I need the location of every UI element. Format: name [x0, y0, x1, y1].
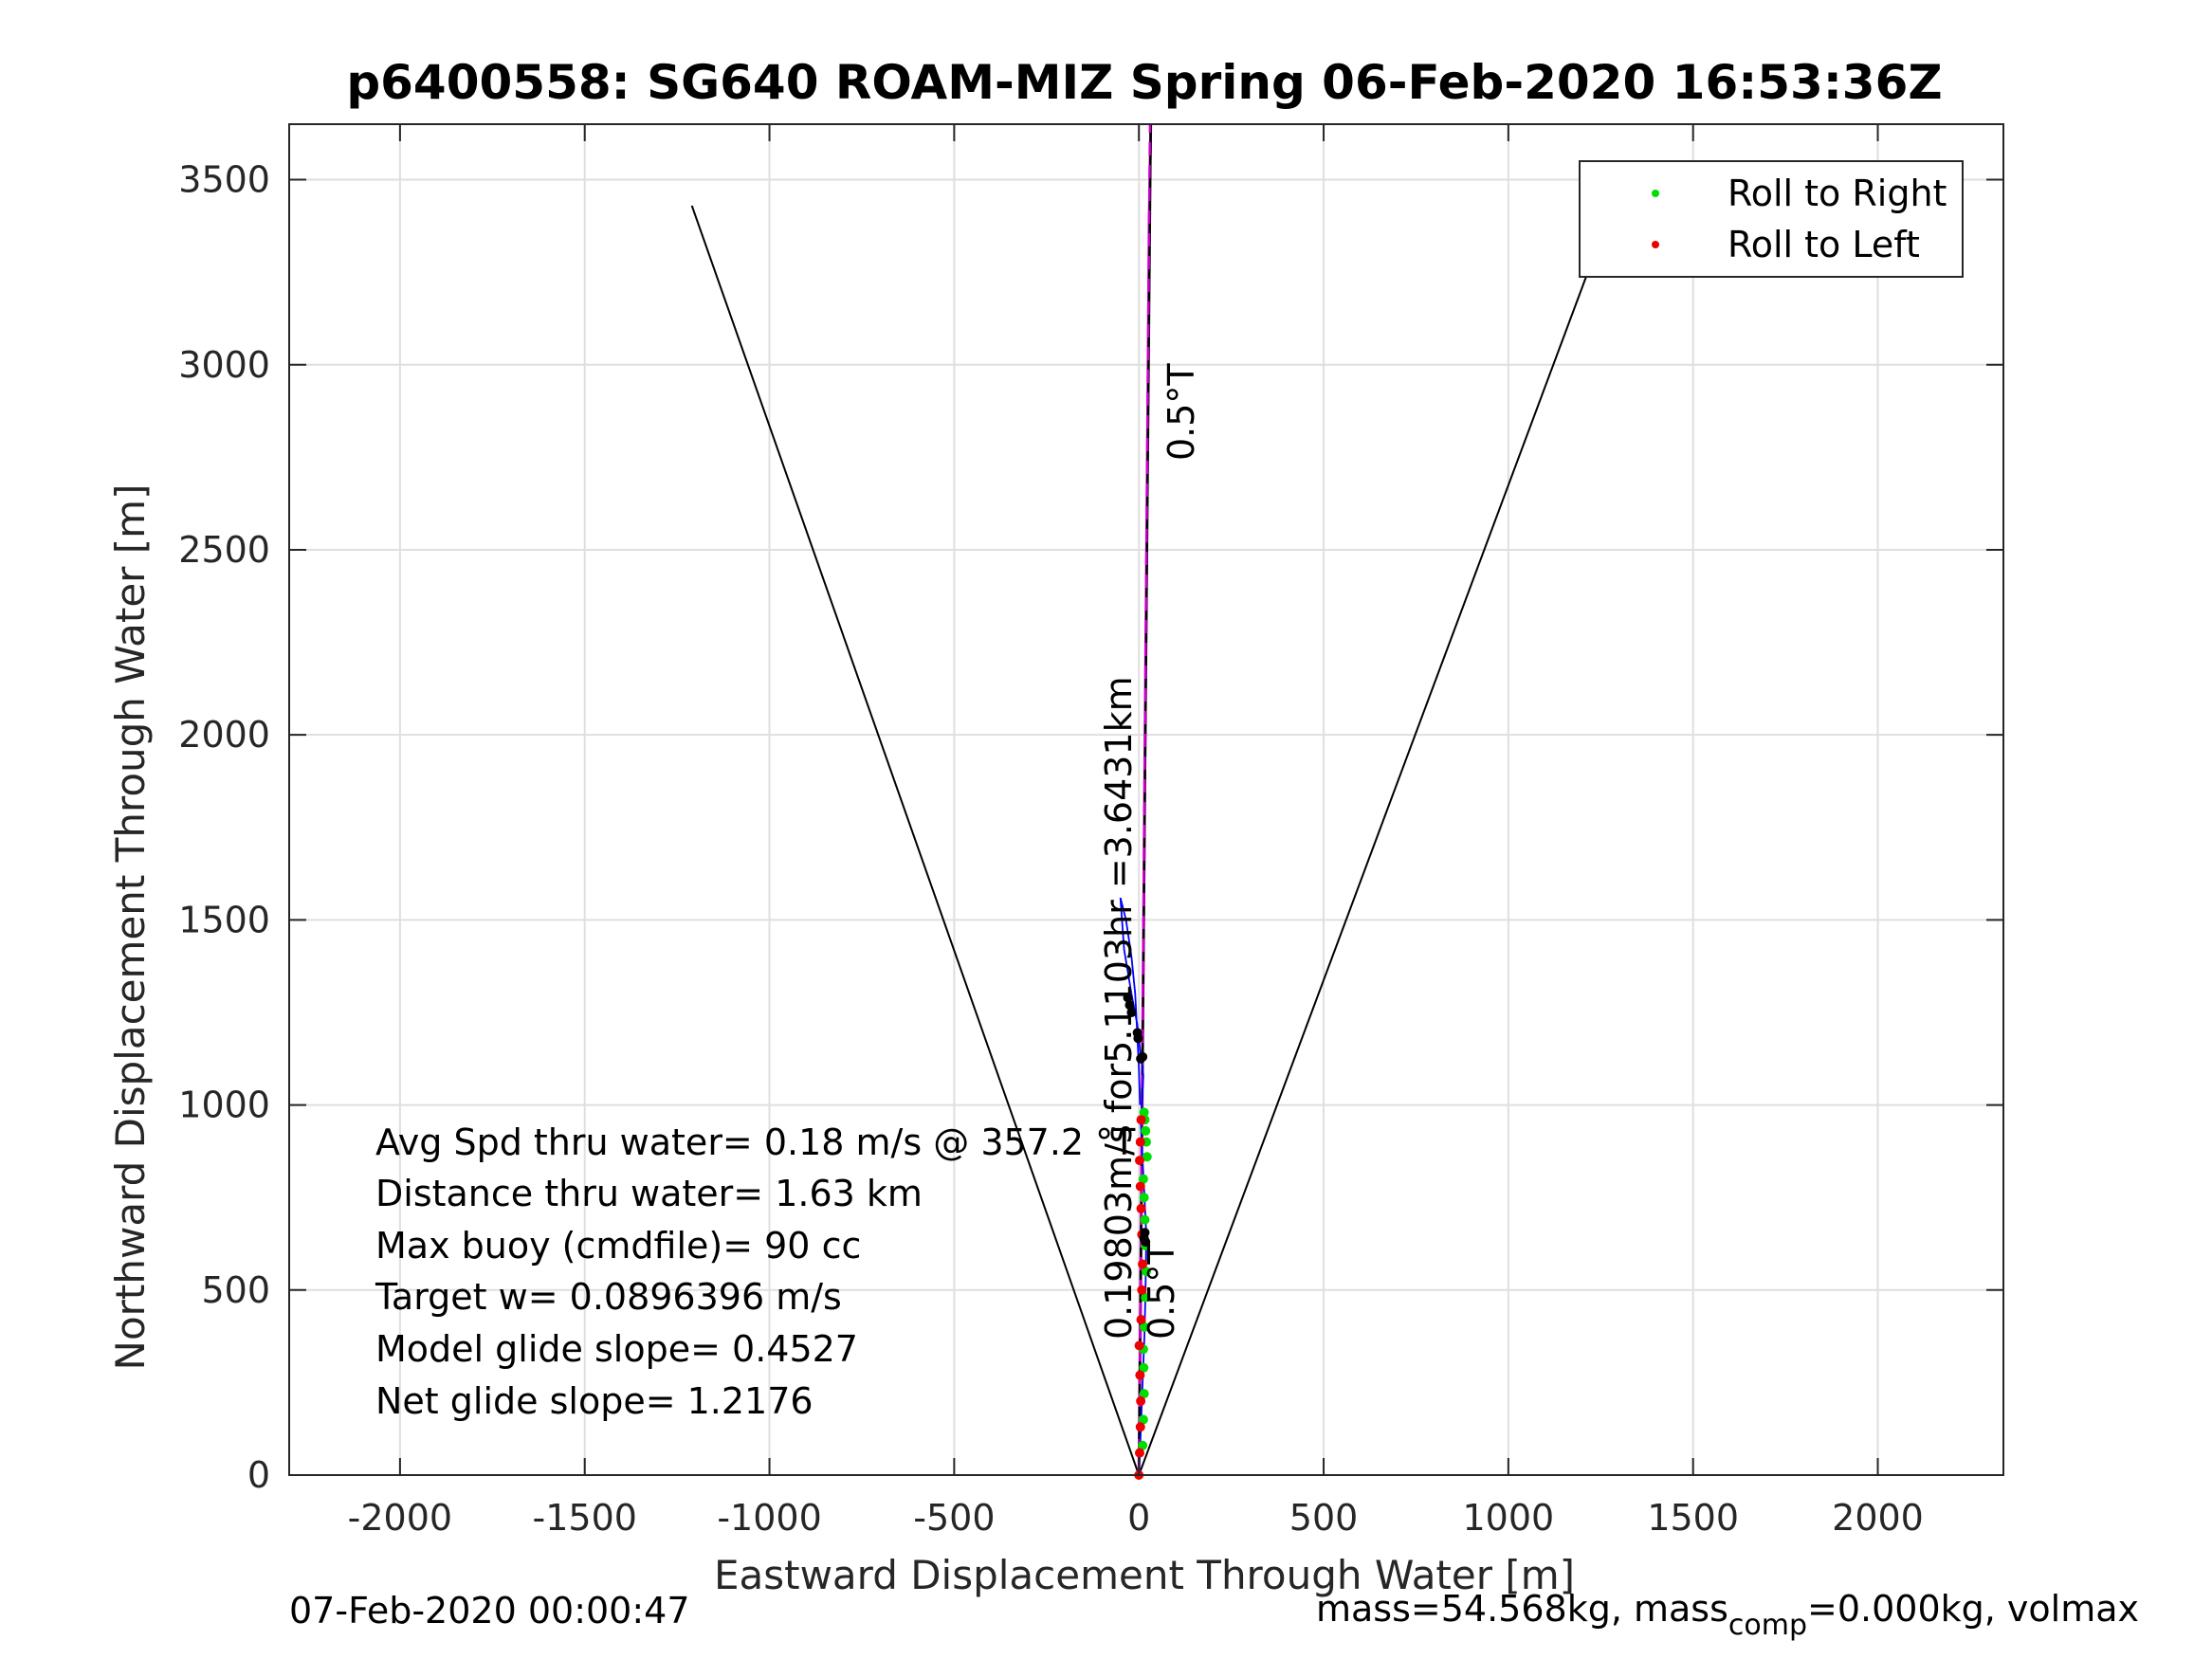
point-roll-to-right	[1140, 1214, 1150, 1225]
point-roll-to-left	[1136, 1395, 1146, 1406]
x-tick-label: 1500	[1647, 1497, 1739, 1539]
legend-label-roll-left: Roll to Left	[1728, 224, 1920, 265]
footer-mass-main: mass=54.568kg, mass	[1316, 1588, 1728, 1630]
x-axis-label: Eastward Displacement Through Water [m]	[714, 1552, 1575, 1598]
y-tick-label: 2000	[178, 714, 270, 756]
current-annotation: 0.19803m/s for5.1103hr =3.6431km	[1098, 676, 1140, 1340]
point-roll-to-left	[1136, 1115, 1146, 1125]
plot-content	[690, 123, 1611, 1480]
point-unlabeled	[1138, 1051, 1148, 1062]
stats-annotation: Avg Spd thru water= 0.18 m/s @ 357.2 °T …	[375, 1121, 1136, 1422]
stat-model-glide-slope: Model glide slope= 0.4527	[375, 1328, 858, 1370]
point-roll-to-left	[1134, 1156, 1144, 1166]
point-roll-to-right	[1142, 1152, 1152, 1162]
point-roll-to-right	[1139, 1362, 1149, 1373]
axes-box	[288, 123, 2004, 1476]
axis-ticks: -2000 -1500 -1000 -500 0 500 1000 1500 2000 0 500 1…	[178, 124, 2003, 1539]
x-tick-label: 500	[1289, 1497, 1359, 1539]
point-roll-to-left	[1135, 1137, 1145, 1147]
y-tick-label: 500	[201, 1269, 270, 1311]
point-roll-to-right	[1138, 1440, 1148, 1450]
heading-label-bottom: 0.5°T	[1141, 1242, 1182, 1340]
point-unlabeled	[1132, 1028, 1143, 1038]
x-tick-label: 1000	[1463, 1497, 1555, 1539]
point-roll-to-left	[1134, 1448, 1144, 1458]
chart-title: p6400558: SG640 ROAM-MIZ Spring 06-Feb-2…	[346, 55, 1942, 110]
point-roll-to-right	[1139, 1193, 1149, 1203]
y-tick-label: 0	[247, 1454, 270, 1496]
stat-distance: Distance thru water= 1.63 km	[375, 1173, 923, 1214]
point-unlabeled	[1141, 1237, 1151, 1248]
point-roll-to-right	[1138, 1174, 1148, 1184]
stat-net-glide-slope: Net glide slope= 1.2176	[375, 1380, 814, 1422]
point-roll-to-left	[1135, 1181, 1145, 1192]
point-roll-to-left	[1136, 1315, 1146, 1325]
footer-mass-info: mass=54.568kg, masscomp=0.000kg, volmax	[1316, 1588, 2139, 1642]
point-roll-to-right	[1139, 1389, 1149, 1399]
legend-marker-roll-right	[1652, 190, 1659, 197]
cone-line-left	[690, 205, 1141, 1476]
legend-box	[1579, 160, 1964, 278]
footer-mass-subscript: comp	[1728, 1609, 1807, 1642]
point-roll-to-right	[1139, 1107, 1149, 1118]
stat-target-w: Target w= 0.0896396 m/s	[375, 1276, 842, 1318]
x-tick-label: -1500	[533, 1497, 637, 1539]
stat-max-buoy: Max buoy (cmdfile)= 90 cc	[375, 1225, 861, 1267]
y-tick-label: 2500	[178, 529, 270, 571]
legend: Roll to Right Roll to Left	[1579, 160, 1964, 278]
dashed-line	[1137, 123, 1152, 1476]
cone-line-right	[1138, 212, 1611, 1476]
point-roll-to-left	[1137, 1285, 1147, 1295]
point-unlabeled	[1140, 1228, 1150, 1238]
point-unlabeled	[1126, 1007, 1137, 1017]
footer-mass-tail: =0.000kg, volmax	[1807, 1588, 2139, 1630]
y-tick-label: 3500	[178, 159, 270, 201]
point-roll-to-right	[1141, 1125, 1151, 1136]
x-tick-label: -500	[913, 1497, 995, 1539]
point-unlabeled	[1123, 993, 1133, 1003]
point-roll-to-left	[1134, 1340, 1144, 1351]
stat-avg-speed: Avg Spd thru water= 0.18 m/s @ 357.2 °T	[375, 1121, 1136, 1163]
legend-marker-roll-left	[1652, 241, 1659, 248]
point-roll-to-right	[1138, 1414, 1148, 1425]
point-roll-to-left	[1138, 1259, 1148, 1269]
y-tick-label: 3000	[178, 344, 270, 386]
point-roll-to-left	[1135, 1370, 1145, 1380]
x-tick-label: 2000	[1832, 1497, 1924, 1539]
footer-timestamp: 07-Feb-2020 00:00:47	[289, 1590, 690, 1632]
x-tick-label: 0	[1127, 1497, 1150, 1539]
point-roll-to-right	[1140, 1322, 1150, 1332]
point-roll-to-left	[1135, 1422, 1145, 1432]
point-roll-to-left	[1136, 1203, 1146, 1213]
y-tick-label: 1500	[178, 899, 270, 940]
point-roll-to-right	[1141, 1292, 1151, 1303]
point-roll-to-right	[1142, 1267, 1151, 1277]
y-tick-label: 1000	[178, 1085, 270, 1126]
y-axis-label: Northward Displacement Through Water [m]	[107, 484, 154, 1371]
x-tick-label: -2000	[348, 1497, 452, 1539]
x-tick-label: -1000	[717, 1497, 821, 1539]
legend-label-roll-right: Roll to Right	[1728, 173, 1947, 214]
heading-label-top: 0.5°T	[1161, 363, 1202, 461]
point-unlabeled	[1124, 1000, 1135, 1011]
